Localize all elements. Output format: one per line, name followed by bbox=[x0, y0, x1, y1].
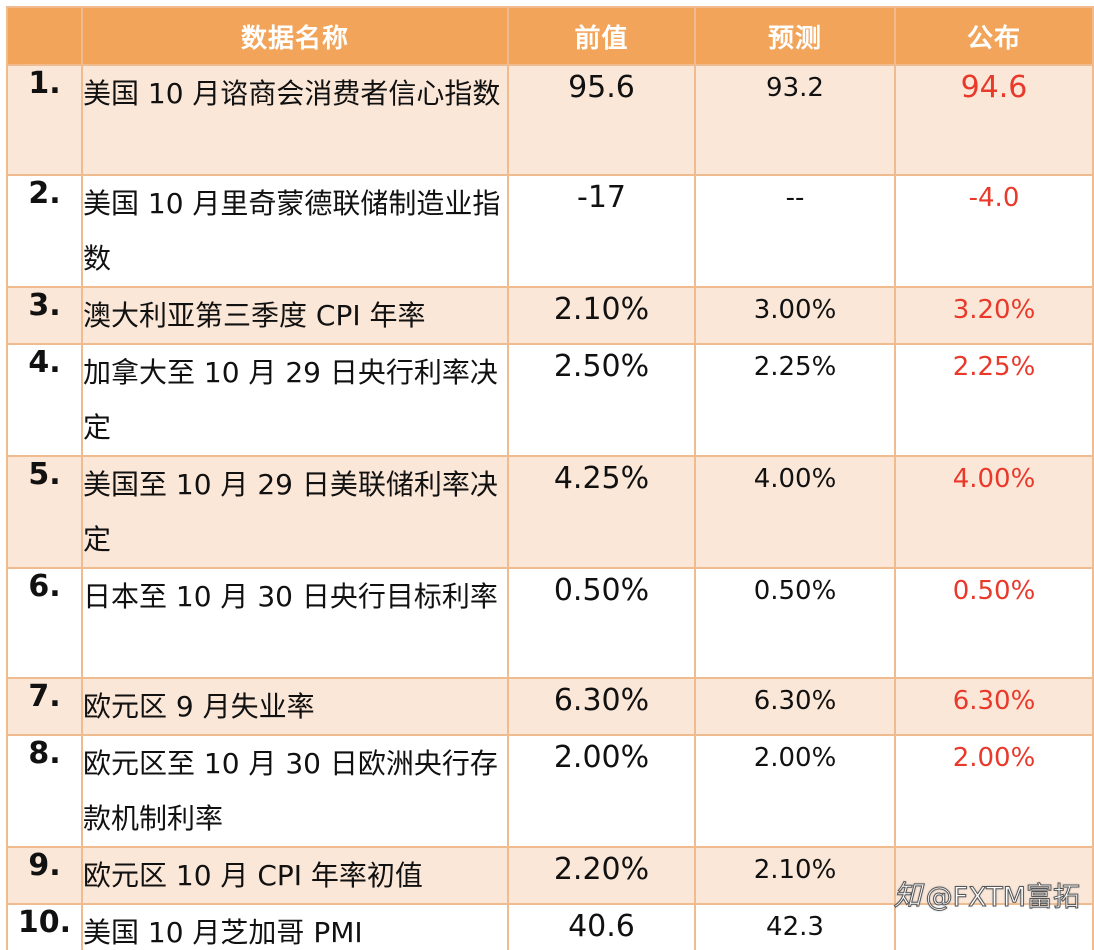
published-value bbox=[894, 903, 1094, 950]
published-value: 0.50% bbox=[894, 567, 1094, 679]
forecast-value: 42.3 bbox=[694, 903, 896, 950]
table-row: 4. 加拿大至 10 月 29 日央行利率决定 2.50% 2.25% 2.25… bbox=[6, 343, 1094, 457]
previous-value: 95.6 bbox=[507, 64, 696, 176]
forecast-value: -- bbox=[694, 174, 896, 288]
forecast-value: 93.2 bbox=[694, 64, 896, 176]
row-number: 2. bbox=[6, 174, 83, 288]
indicator-name: 欧元区 10 月 CPI 年率初值 bbox=[81, 846, 509, 905]
row-number: 7. bbox=[6, 677, 83, 736]
published-value: 6.30% bbox=[894, 677, 1094, 736]
header-published: 公布 bbox=[894, 6, 1094, 66]
row-number: 10. bbox=[6, 903, 83, 950]
row-number: 9. bbox=[6, 846, 83, 905]
economic-data-table: 数据名称 前值 预测 公布 1. 美国 10 月谘商会消费者信心指数 95.6 … bbox=[6, 6, 1094, 950]
table-row: 10. 美国 10 月芝加哥 PMI 40.6 42.3 bbox=[6, 903, 1094, 950]
forecast-value: 3.00% bbox=[694, 286, 896, 345]
published-value bbox=[894, 846, 1094, 905]
watermark-text: @FXTM富拓 bbox=[925, 881, 1080, 913]
published-value: 3.20% bbox=[894, 286, 1094, 345]
row-number: 4. bbox=[6, 343, 83, 457]
header-forecast: 预测 bbox=[694, 6, 896, 66]
indicator-name: 美国 10 月芝加哥 PMI bbox=[81, 903, 509, 950]
forecast-value: 4.00% bbox=[694, 455, 896, 569]
published-value: 4.00% bbox=[894, 455, 1094, 569]
previous-value: -17 bbox=[507, 174, 696, 288]
forecast-value: 2.10% bbox=[694, 846, 896, 905]
indicator-name: 欧元区至 10 月 30 日欧洲央行存款机制利率 bbox=[81, 734, 509, 848]
previous-value: 40.6 bbox=[507, 903, 696, 950]
previous-value: 2.00% bbox=[507, 734, 696, 848]
table-row: 3. 澳大利亚第三季度 CPI 年率 2.10% 3.00% 3.20% bbox=[6, 286, 1094, 345]
header-prev: 前值 bbox=[507, 6, 696, 66]
published-value: 2.00% bbox=[894, 734, 1094, 848]
indicator-name: 欧元区 9 月失业率 bbox=[81, 677, 509, 736]
forecast-value: 0.50% bbox=[694, 567, 896, 679]
indicator-name: 美国 10 月里奇蒙德联储制造业指数 bbox=[81, 174, 509, 288]
table-row: 5. 美国至 10 月 29 日美联储利率决定 4.25% 4.00% 4.00… bbox=[6, 455, 1094, 569]
indicator-name: 日本至 10 月 30 日央行目标利率 bbox=[81, 567, 509, 679]
indicator-name: 美国 10 月谘商会消费者信心指数 bbox=[81, 64, 509, 176]
indicator-name: 美国至 10 月 29 日美联储利率决定 bbox=[81, 455, 509, 569]
row-number: 3. bbox=[6, 286, 83, 345]
previous-value: 4.25% bbox=[507, 455, 696, 569]
zhihu-icon: 知 bbox=[893, 879, 922, 913]
table-row: 1. 美国 10 月谘商会消费者信心指数 95.6 93.2 94.6 bbox=[6, 64, 1094, 176]
table-row: 7. 欧元区 9 月失业率 6.30% 6.30% 6.30% bbox=[6, 677, 1094, 736]
previous-value: 2.50% bbox=[507, 343, 696, 457]
previous-value: 2.10% bbox=[507, 286, 696, 345]
forecast-value: 2.25% bbox=[694, 343, 896, 457]
watermark: 知 @FXTM富拓 bbox=[893, 874, 1080, 914]
indicator-name: 加拿大至 10 月 29 日央行利率决定 bbox=[81, 343, 509, 457]
header-index bbox=[6, 6, 83, 66]
row-number: 6. bbox=[6, 567, 83, 679]
row-number: 8. bbox=[6, 734, 83, 848]
row-number: 1. bbox=[6, 64, 83, 176]
previous-value: 6.30% bbox=[507, 677, 696, 736]
table-row: 6. 日本至 10 月 30 日央行目标利率 0.50% 0.50% 0.50% bbox=[6, 567, 1094, 679]
table-row: 8. 欧元区至 10 月 30 日欧洲央行存款机制利率 2.00% 2.00% … bbox=[6, 734, 1094, 848]
forecast-value: 2.00% bbox=[694, 734, 896, 848]
previous-value: 2.20% bbox=[507, 846, 696, 905]
row-number: 5. bbox=[6, 455, 83, 569]
published-value: 94.6 bbox=[894, 64, 1094, 176]
table-row: 2. 美国 10 月里奇蒙德联储制造业指数 -17 -- -4.0 bbox=[6, 174, 1094, 288]
forecast-value: 6.30% bbox=[694, 677, 896, 736]
table-row: 9. 欧元区 10 月 CPI 年率初值 2.20% 2.10% bbox=[6, 846, 1094, 905]
published-value: -4.0 bbox=[894, 174, 1094, 288]
previous-value: 0.50% bbox=[507, 567, 696, 679]
indicator-name: 澳大利亚第三季度 CPI 年率 bbox=[81, 286, 509, 345]
table-header-row: 数据名称 前值 预测 公布 bbox=[6, 6, 1094, 66]
published-value: 2.25% bbox=[894, 343, 1094, 457]
header-name: 数据名称 bbox=[81, 6, 509, 66]
